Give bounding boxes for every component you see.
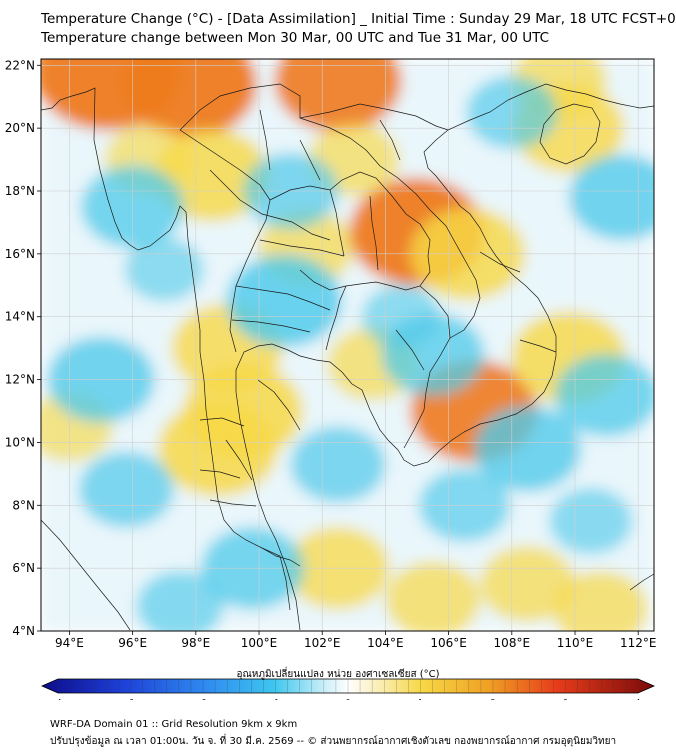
map-title: Temperature Change (°C) - [Data Assimila… — [41, 11, 676, 27]
lat-label: 6°N — [12, 561, 35, 575]
anomaly-blob-26 — [78, 451, 174, 528]
lat-label: 8°N — [12, 498, 35, 512]
lat-label: 22°N — [5, 58, 35, 72]
anomaly-field — [41, 59, 654, 631]
lon-label: 108°E — [494, 636, 531, 650]
footer-credit: ปรับปรุงข้อมูล ณ เวลา 01:00น. วัน จ. ที่… — [50, 736, 617, 747]
provincial-lines-2 — [225, 189, 379, 481]
anomaly-blob-31 — [555, 354, 654, 437]
lon-label: 98°E — [181, 636, 210, 650]
colorbar-tick-label: 4 — [636, 698, 641, 700]
coastline-borneo — [629, 573, 654, 591]
colorbar-title: อุณหภูมิเปลี่ยนแปลง หน่วย องศาเซลเซียส (… — [236, 669, 440, 680]
lat-label: 12°N — [5, 373, 35, 387]
colorbar-tick-label: 3 — [563, 698, 567, 700]
provincial-lines-4 — [209, 109, 401, 201]
colorbar-tick-label: -2 — [200, 698, 207, 700]
temperature-change-map: 22°N 20°N 18°N 16°N 14°N 12°N 10°N 8°N 6°N 4°N 94°… — [5, 58, 657, 700]
border-china — [179, 83, 449, 131]
colorbar: -4 -3 -2 -1 0 1 2 3 4 — [41, 678, 655, 700]
anomaly-blob-30 — [474, 405, 582, 492]
coastline-island-sumatra — [41, 519, 131, 631]
footer-model-info: WRF-DA Domain 01 :: Grid Resolution 9km … — [50, 719, 298, 730]
anomaly-blob-2 — [274, 59, 402, 132]
anomaly-blob-22 — [226, 255, 342, 347]
colorbar-tick-label: 2 — [491, 698, 495, 700]
lon-label: 106°E — [430, 636, 467, 650]
anomaly-blob-20 — [552, 571, 648, 631]
colorbar-tick-label: -3 — [127, 698, 134, 700]
lat-label: 18°N — [5, 184, 35, 198]
lon-label: 100°E — [241, 636, 278, 650]
lat-label: 4°N — [12, 624, 35, 638]
border-laos-vietnam — [299, 117, 481, 339]
map-gridlines — [41, 59, 654, 631]
coastline-bay-of-bengal — [41, 87, 291, 611]
lat-label: 14°N — [5, 310, 35, 324]
anomaly-blob-36 — [549, 487, 633, 555]
lat-label: 16°N — [5, 247, 35, 261]
lat-label: 20°N — [5, 121, 35, 135]
colorbar-tick-label: -1 — [272, 698, 279, 700]
anomaly-blob-28 — [290, 426, 386, 503]
anomaly-blob-32 — [568, 154, 654, 241]
lon-label: 102°E — [304, 636, 341, 650]
anomaly-blob-10 — [158, 401, 278, 497]
lon-label: 110°E — [557, 636, 594, 650]
lat-label: 10°N — [5, 435, 35, 449]
border-myanmar-thailand — [179, 129, 271, 353]
lon-label: 104°E — [367, 636, 404, 650]
map-axes: 22°N 20°N 18°N 16°N 14°N 12°N 10°N 8°N 6°N 4°N 94°… — [5, 58, 657, 650]
coastlines-and-borders — [41, 83, 654, 631]
anomaly-blob-17 — [480, 545, 576, 622]
anomaly-blob-35 — [136, 571, 224, 631]
provincial-lines-3 — [199, 251, 557, 507]
colorbar-tick-label: -4 — [55, 698, 63, 700]
lon-label: 94°E — [55, 636, 84, 650]
border-thai-malay — [261, 547, 301, 567]
lon-label: 96°E — [118, 636, 147, 650]
lon-label: 112°E — [620, 636, 657, 650]
provincial-lines-1 — [231, 199, 345, 333]
anomaly-blob-16 — [385, 561, 481, 631]
border-thailand-cambodia — [325, 285, 347, 351]
anomaly-blob-1 — [122, 59, 257, 139]
coastline-hainan — [539, 103, 601, 165]
map-frame — [40, 58, 655, 632]
colorbar-tick-label: 0 — [346, 698, 350, 700]
border-cambodia-vietnam — [403, 285, 451, 449]
map-subtitle: Temperature change between Mon 30 Mar, 0… — [41, 30, 550, 46]
colorbar-tick-label: 1 — [418, 698, 422, 700]
